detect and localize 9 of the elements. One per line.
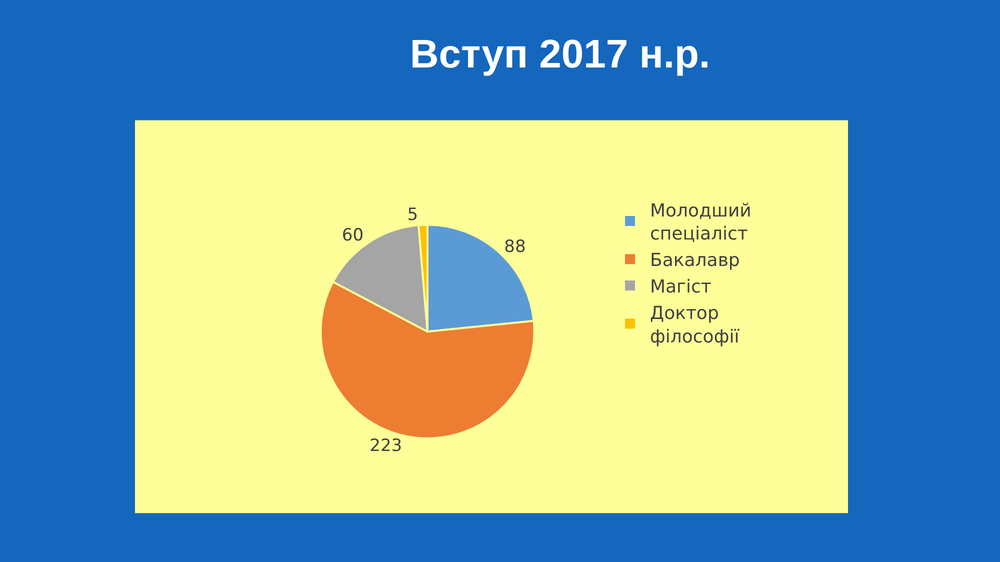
legend-label: Молодший спеціаліст xyxy=(650,200,752,245)
legend-label: Доктор філософії xyxy=(650,302,740,348)
data-label: 88 xyxy=(504,236,526,257)
data-label: 60 xyxy=(342,226,364,246)
data-label: 5 xyxy=(407,204,418,225)
data-label: 223 xyxy=(370,436,402,456)
legend-label: Бакалавр xyxy=(650,250,740,272)
legend-label: Магіст xyxy=(650,276,712,298)
chart-title: Вступ 2017 н.р. xyxy=(410,32,710,76)
